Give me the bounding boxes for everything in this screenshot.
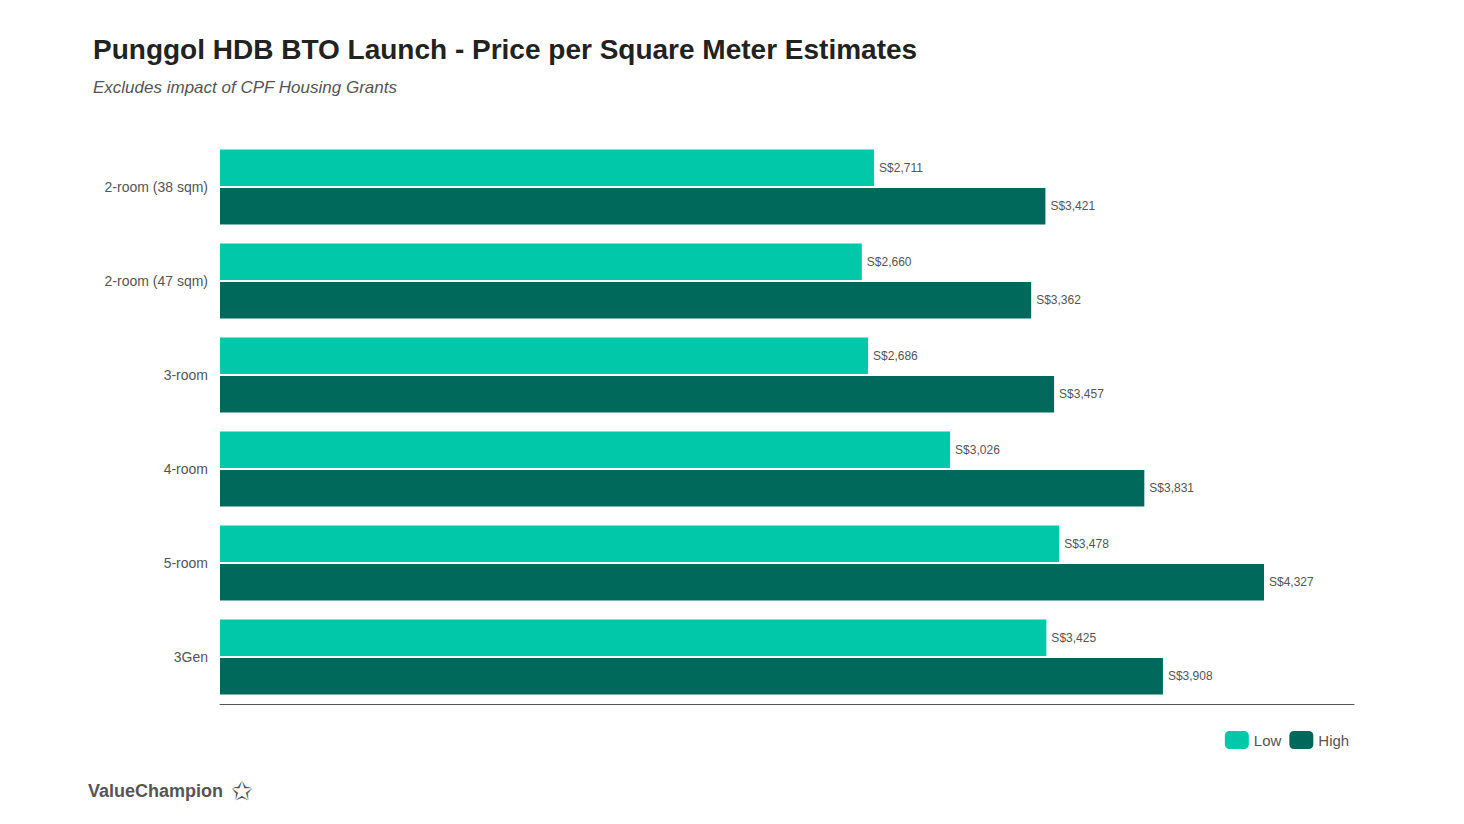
svg-text:Low: Low — [1254, 732, 1282, 749]
svg-text:S$3,421: S$3,421 — [1050, 199, 1095, 213]
svg-text:S$3,831: S$3,831 — [1149, 481, 1194, 495]
svg-text:Excludes impact of CPF Housing: Excludes impact of CPF Housing Grants — [93, 78, 397, 97]
svg-text:S$2,660: S$2,660 — [867, 255, 912, 269]
svg-text:Punggol HDB BTO Launch - Price: Punggol HDB BTO Launch - Price per Squar… — [93, 34, 917, 65]
svg-text:S$3,478: S$3,478 — [1064, 537, 1109, 551]
svg-text:5-room: 5-room — [164, 555, 208, 571]
svg-text:3Gen: 3Gen — [174, 649, 208, 665]
svg-text:S$3,457: S$3,457 — [1059, 387, 1104, 401]
svg-text:S$3,362: S$3,362 — [1036, 293, 1081, 307]
svg-text:2-room (47 sqm): 2-room (47 sqm) — [105, 273, 208, 289]
svg-text:✩: ✩ — [231, 776, 253, 806]
svg-text:S$3,425: S$3,425 — [1051, 631, 1096, 645]
svg-text:High: High — [1318, 732, 1349, 749]
svg-text:S$4,327: S$4,327 — [1269, 575, 1314, 589]
svg-text:S$2,686: S$2,686 — [873, 349, 918, 363]
svg-text:S$3,026: S$3,026 — [955, 443, 1000, 457]
svg-text:4-room: 4-room — [164, 461, 208, 477]
svg-text:S$2,711: S$2,711 — [879, 161, 923, 175]
svg-text:2-room (38 sqm): 2-room (38 sqm) — [105, 179, 208, 195]
svg-text:ValueChampion: ValueChampion — [88, 781, 223, 801]
svg-text:S$3,908: S$3,908 — [1168, 669, 1213, 683]
svg-text:3-room: 3-room — [164, 367, 208, 383]
